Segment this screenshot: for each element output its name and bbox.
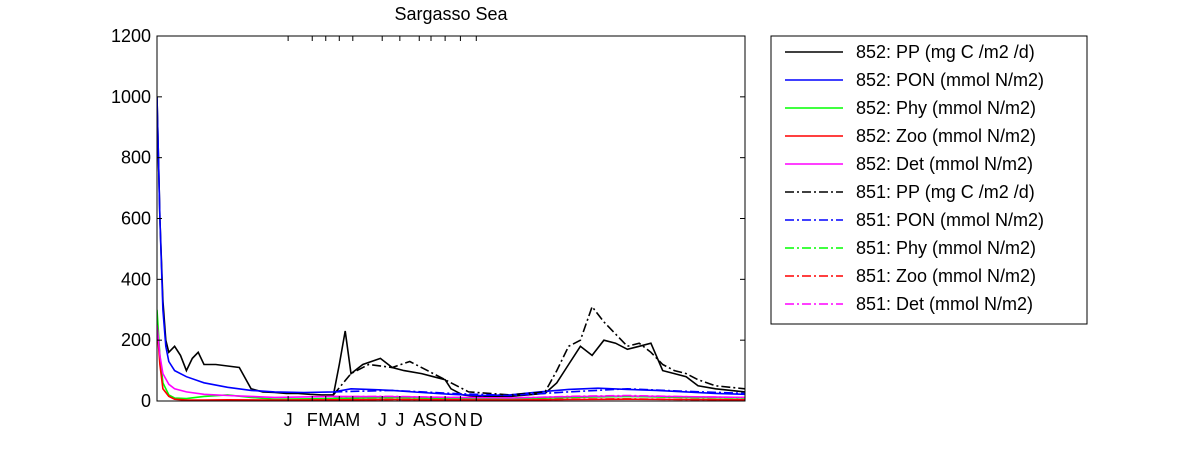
y-tick-label: 0	[141, 391, 151, 411]
series-line-10	[333, 394, 745, 399]
x-tick-label: M	[345, 410, 360, 430]
x-tick-label: M	[318, 410, 333, 430]
legend-label-10: 851: Det (mmol N/m2)	[856, 294, 1033, 314]
series-line-9	[333, 398, 745, 401]
series-line-1	[157, 96, 745, 398]
y-tick-label: 200	[121, 330, 151, 350]
y-tick-label: 800	[121, 148, 151, 168]
series-line-7	[333, 387, 745, 397]
x-tick-label: J	[378, 410, 387, 430]
legend: 852: PP (mg C /m2 /d) 852: PON (mmol N/m2…	[770, 35, 1088, 325]
x-tick-label: J	[284, 410, 293, 430]
y-tick-label: 1200	[111, 26, 151, 46]
legend-label-5: 852: Det (mmol N/m2)	[856, 154, 1033, 174]
x-tick-label: D	[470, 410, 483, 430]
x-tick-label: O	[438, 410, 452, 430]
series-line-4	[157, 324, 745, 401]
x-tick-label: A	[413, 410, 425, 430]
series-layer	[157, 96, 745, 401]
y-tick-label: 600	[121, 209, 151, 229]
x-tick-label: N	[454, 410, 467, 430]
legend-label-1: 852: PP (mg C /m2 /d)	[856, 42, 1035, 62]
chart-title: Sargasso Sea	[394, 4, 508, 24]
x-tick-label: F	[307, 410, 318, 430]
y-axis: 0 200 400 600 800 1000 1200	[111, 26, 745, 411]
x-tick-label: S	[425, 410, 437, 430]
legend-label-8: 851: Phy (mmol N/m2)	[856, 238, 1036, 258]
y-tick-label: 1000	[111, 87, 151, 107]
y-tick-label: 400	[121, 269, 151, 289]
axes-background	[157, 36, 745, 401]
series-line-6	[332, 305, 745, 396]
x-tick-label: A	[333, 410, 345, 430]
legend-label-6: 851: PP (mg C /m2 /d)	[856, 182, 1035, 202]
legend-label-4: 852: Zoo (mmol N/m2)	[856, 126, 1036, 146]
legend-label-9: 851: Zoo (mmol N/m2)	[856, 266, 1036, 286]
legend-label-7: 851: PON (mmol N/m2)	[856, 210, 1044, 230]
x-tick-label: J	[395, 410, 404, 430]
legend-label-2: 852: PON (mmol N/m2)	[856, 70, 1044, 90]
legend-label-3: 852: Phy (mmol N/m2)	[856, 98, 1036, 118]
